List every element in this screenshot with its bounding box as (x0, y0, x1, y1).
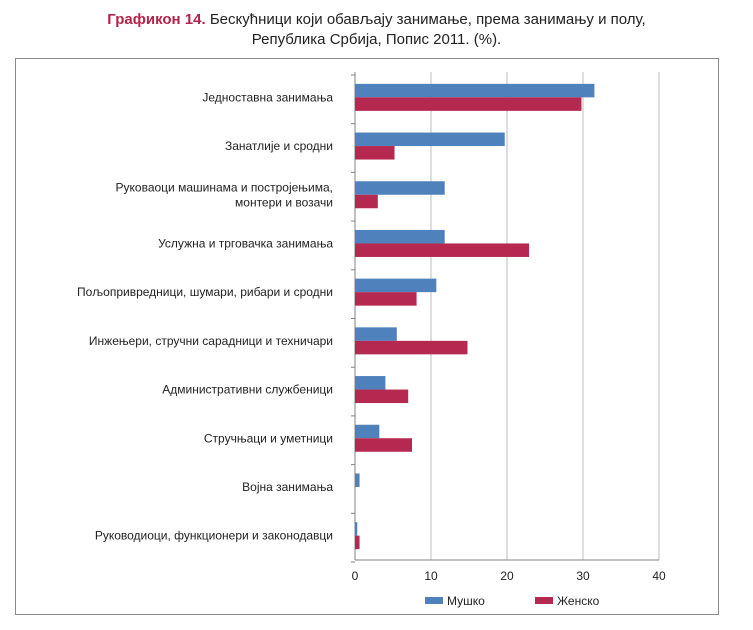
chart-title-text: Бескућници који обављају занимање, према… (209, 11, 646, 28)
legend-swatch-female (535, 597, 553, 604)
bar-male (355, 327, 397, 341)
category-label: Једноставна занимања (202, 90, 333, 104)
bar-female (355, 243, 530, 257)
bar-male (355, 522, 358, 536)
chart-title-line1: Графикон 14. Бескућници који обављају за… (0, 10, 753, 30)
chart-title: Графикон 14. Бескућници који обављају за… (0, 10, 753, 50)
bar-female (355, 97, 582, 111)
category-label: Пољопривредници, шумари, рибари и сродни (77, 285, 333, 299)
category-label-line: Инжењери, стручни сарадници и техничари (89, 334, 333, 348)
category-label: Услужна и трговачка занимања (158, 236, 333, 250)
category-label: Руководиоци, функционери и законодавци (95, 529, 333, 543)
bar-female (355, 340, 468, 355)
category-label-line: Руковаоци машинама и постројењима, (116, 180, 333, 194)
bar-male (355, 229, 445, 244)
category-label-line: Занатлије и сродни (225, 139, 333, 153)
x-tick-label: 10 (424, 569, 438, 583)
bar-male (355, 424, 380, 439)
category-label: Занатлије и сродни (225, 139, 333, 153)
chart-title-prefix: Графикон 14. (107, 11, 206, 28)
category-label: Административни службеници (162, 383, 333, 397)
bar-female (355, 535, 360, 550)
chart-frame (15, 58, 719, 615)
x-tick-label: 0 (352, 569, 359, 583)
category-label-line: Једноставна занимања (202, 90, 333, 104)
bar-female (355, 194, 378, 209)
category-label-line: Војна занимања (242, 480, 333, 494)
bar-female (355, 389, 409, 404)
bar-female (355, 438, 412, 452)
category-label-line: Услужна и трговачка занимања (158, 236, 333, 250)
bar-male (355, 376, 386, 390)
chart-subtitle: Република Србија, Попис 2011. (%). (251, 31, 502, 48)
category-label-line: Административни службеници (162, 383, 333, 397)
category-label: Руковаоци машинама и постројењима, монтер… (116, 180, 333, 209)
category-label: Војна занимања (242, 480, 333, 494)
category-label-line: Стручњаци и уметници (204, 431, 333, 445)
bar-female (355, 292, 417, 306)
category-label: Инжењери, стручни сарадници и техничари (89, 334, 333, 348)
bar-male (355, 132, 505, 147)
category-label-line: монтери и возачи (235, 195, 333, 209)
category-label-line: Руководиоци, функционери и законодавци (95, 529, 333, 543)
bar-female (355, 146, 395, 160)
legend-swatch-male (425, 597, 443, 604)
x-tick-label: 20 (500, 569, 514, 583)
bar-male (355, 473, 360, 487)
x-tick-label: 30 (576, 569, 590, 583)
legend-label-female: Женско (557, 594, 600, 608)
bar-male (355, 181, 445, 195)
bar-male (355, 83, 595, 98)
category-label-line: Пољопривредници, шумари, рибари и сродни (77, 285, 333, 299)
category-label: Стручњаци и уметници (204, 431, 333, 445)
bar-male (355, 278, 437, 293)
x-tick-label: 40 (652, 569, 666, 583)
legend-label-male: Мушко (447, 594, 485, 608)
